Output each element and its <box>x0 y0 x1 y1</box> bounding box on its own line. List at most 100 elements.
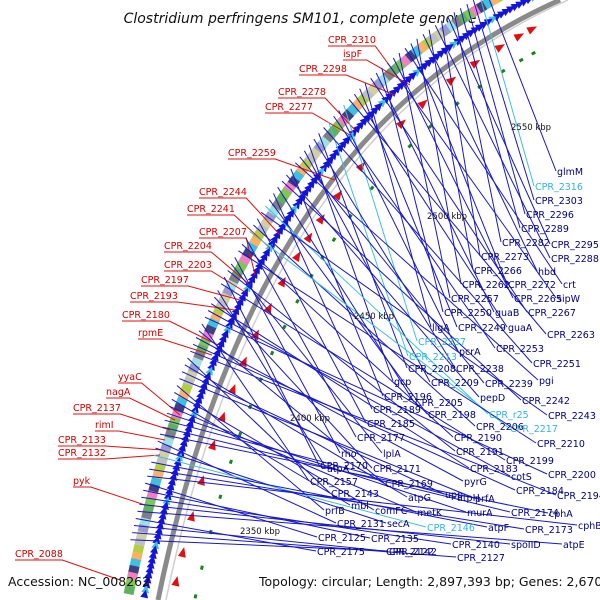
reverse-gene-label: CPR_2206 <box>476 422 524 433</box>
reverse-gene-label: atpE <box>563 540 585 551</box>
forward-gene-label: CPR_2132 <box>58 448 106 459</box>
reverse-gene-arrow <box>233 301 242 311</box>
reverse-label-leaders <box>130 0 578 558</box>
reverse-gene-label: pyrG <box>464 477 487 488</box>
reverse-gene-arrow <box>252 265 260 275</box>
reverse-label-leader <box>348 99 547 335</box>
reverse-gene-arrow <box>307 179 316 189</box>
reverse-label-leader <box>472 0 535 201</box>
map-title: Clostridium perfringens SM101, complete … <box>124 11 477 27</box>
reverse-gene-label: CPR_2288 <box>551 254 599 265</box>
reverse-label-leader <box>145 482 318 538</box>
reverse-label-leader <box>294 162 539 381</box>
forward-gene-label: CPR_2310 <box>328 35 376 46</box>
feature-marker <box>369 185 375 191</box>
reverse-gene-label: atpG <box>408 493 431 504</box>
reverse-gene-label: CPR_2263 <box>547 330 595 341</box>
reverse-gene-label: CPR_2272 <box>508 280 556 291</box>
feature-color-block <box>415 41 429 55</box>
reverse-label-leader <box>434 24 551 259</box>
reverse-gene-arrow <box>329 151 338 161</box>
reverse-gene-label: CPR_2208 <box>408 364 456 375</box>
reverse-label-leader <box>381 67 444 313</box>
feature-color-block <box>322 130 336 144</box>
reverse-gene-arrow <box>215 343 223 353</box>
reverse-gene-label: CPR_2169 <box>385 479 433 490</box>
forward-gene-arrow <box>239 356 247 368</box>
reverse-gene-arrow <box>322 159 331 169</box>
forward-label-leader <box>130 301 236 311</box>
reverse-label-leader <box>143 489 371 539</box>
reverse-label-leader <box>290 168 384 397</box>
feature-color-block <box>433 28 446 42</box>
reverse-label-leader <box>480 0 535 187</box>
reverse-gene-label: cotS <box>511 472 532 483</box>
reverse-label-leader <box>184 364 408 498</box>
reverse-label-leader <box>453 12 502 243</box>
reverse-label-leader <box>151 461 488 528</box>
feature-color-block <box>336 114 350 128</box>
reverse-gene-arrow <box>470 26 480 35</box>
reverse-gene-label: CPR_2267 <box>528 308 576 319</box>
reverse-label-leader <box>195 337 464 482</box>
reverse-gene-arrow <box>319 163 328 173</box>
reverse-gene-arrow <box>151 540 160 550</box>
reverse-label-leader <box>404 47 563 285</box>
feature-color-block <box>275 193 288 206</box>
feature-color-block <box>487 0 500 7</box>
reverse-gene-label: comFC <box>375 506 408 517</box>
reverse-gene-arrow <box>225 320 233 330</box>
reverse-gene-label: CPR_2189 <box>373 405 421 416</box>
reverse-gene-arrow <box>159 506 168 515</box>
forward-label-leader <box>187 214 271 249</box>
reverse-gene-label: CPR_2146 <box>427 523 475 534</box>
feature-marker <box>331 237 337 243</box>
reverse-gene-arrow <box>260 252 268 262</box>
feature-color-block <box>228 273 241 285</box>
reverse-gene-label: CPR_r25 <box>489 410 529 421</box>
reverse-gene-arrow <box>209 357 217 367</box>
reverse-gene-arrow <box>141 584 150 594</box>
reverse-gene-arrow <box>267 239 276 248</box>
feature-color-block <box>371 78 385 92</box>
reverse-gene-label: CPR_2125 <box>318 533 366 544</box>
reverse-gene-arrow <box>152 535 161 545</box>
forward-label-leader <box>265 112 351 136</box>
reverse-gene-arrow <box>270 234 278 244</box>
forward-gene-arrow <box>187 510 195 522</box>
feature-color-block <box>255 223 269 236</box>
feature-marker <box>199 565 204 570</box>
feature-color-block <box>259 217 273 230</box>
reverse-gene-label: CPR_2282 <box>502 238 550 249</box>
reverse-label-leader <box>392 57 514 299</box>
reverse-gene-arrow <box>198 385 206 395</box>
reverse-gene-label: CPR_2173 <box>525 525 573 536</box>
reverse-gene-arrow <box>506 6 516 14</box>
feature-color-block <box>438 24 452 37</box>
genome-summary-text: Topology: circular; Length: 2,897,393 bp… <box>258 574 600 589</box>
reverse-gene-arrow <box>207 361 215 371</box>
reverse-label-leader <box>166 412 467 513</box>
reverse-gene-arrow <box>255 261 263 271</box>
reverse-gene-arrow <box>140 589 149 599</box>
reverse-gene-arrow <box>219 333 227 343</box>
reverse-gene-label: CPR_2249 <box>458 323 506 334</box>
reverse-label-leader <box>370 77 528 313</box>
reverse-gene-arrow <box>176 447 185 457</box>
reverse-gene-label: CPR_2143 <box>331 489 379 500</box>
reverse-label-leader <box>176 385 325 511</box>
reverse-gene-label: atpA <box>327 464 350 475</box>
reverse-gene-label: atpF <box>488 523 509 534</box>
reverse-gene-label: CPR_2131 <box>337 519 385 530</box>
reverse-gene-label: CPR_2174 <box>511 508 559 519</box>
forward-gene-arrow <box>303 232 313 244</box>
forward-gene-arrow <box>526 26 538 35</box>
reverse-gene-arrow <box>510 3 520 12</box>
feature-color-block <box>238 254 251 267</box>
reverse-label-leader <box>230 263 383 454</box>
feature-marker <box>218 494 223 500</box>
reverse-gene-label: spoIID <box>511 540 541 551</box>
tick-label-2450: 2450 kbp <box>354 312 394 322</box>
reverse-gene-arrow <box>184 423 193 433</box>
feature-marker <box>454 101 460 107</box>
